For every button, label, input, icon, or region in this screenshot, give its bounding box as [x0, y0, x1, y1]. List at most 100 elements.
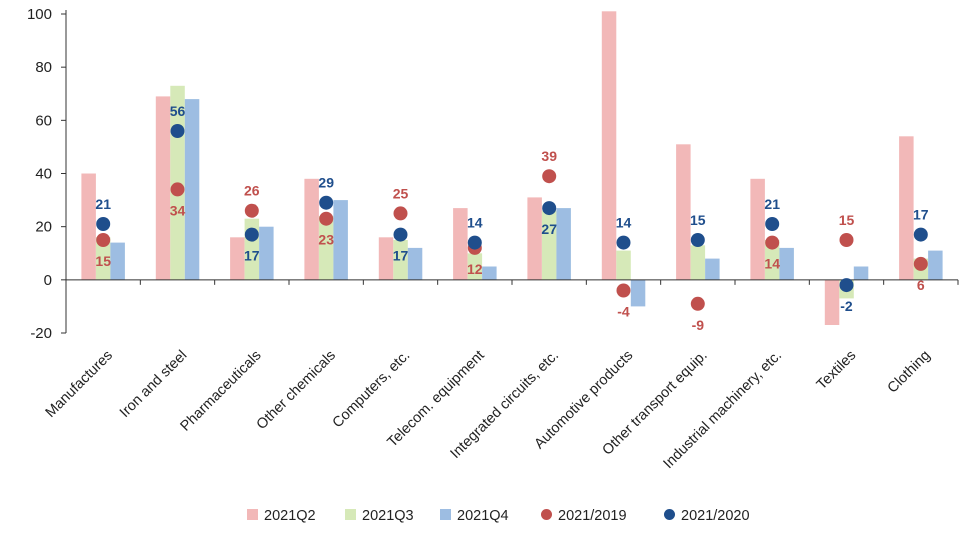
data-label-2021-2020: 27	[541, 221, 557, 237]
legend-swatch-2021-2019	[541, 509, 552, 520]
data-label-2021-2020: 17	[244, 248, 260, 264]
dot-2021-2020-pharmaceuticals	[244, 227, 259, 242]
dot-2021-2019-iron-and-steel	[170, 182, 185, 197]
legend-label-2021-2019: 2021/2019	[558, 508, 627, 524]
data-labels-layer: 15 34 26 23 25 12 39 -4 -9 14 15 6 21 56 17 29 17 14 27 14 1…	[95, 103, 928, 333]
data-label-2021-2020: 17	[393, 248, 409, 264]
data-label-2021-2020: 21	[95, 196, 111, 212]
dot-2021-2019-manufactures	[96, 233, 111, 247]
data-label-2021-2019: 25	[393, 185, 409, 201]
bar-2021q4-computers-etc	[407, 247, 423, 280]
axes-layer: -20 0 20 40 60 80 100	[27, 6, 959, 342]
data-label-2021-2020: 14	[467, 215, 483, 231]
legend-swatch-2021-2020	[664, 509, 675, 520]
bar-2021q4-pharmaceuticals	[259, 226, 274, 280]
bar-2021q2-computers-etc	[378, 237, 394, 280]
bar-2021q3-automotive-products	[616, 250, 631, 280]
data-label-2021-2019: 39	[541, 148, 557, 164]
bar-2021q4-automotive-products	[630, 279, 646, 307]
data-label-2021-2020: 15	[690, 212, 706, 228]
bar-2021q3-industrial-machinery-etc	[764, 240, 780, 280]
bar-2021q2-pharmaceuticals	[230, 237, 245, 280]
bar-2021q4-industrial-machinery-etc	[779, 247, 794, 280]
y-tick-label: 100	[27, 6, 52, 23]
data-label-2021-2020: 17	[913, 207, 929, 223]
category-label-industrial-machinery-etc: Industrial machinery, etc.	[661, 348, 786, 473]
dot-2021-2020-industrial-machinery-etc	[765, 217, 780, 231]
data-label-2021-2019: 15	[839, 212, 855, 228]
dot-2021-2019-other-transport-equip	[690, 296, 705, 311]
y-tick-label: 60	[35, 112, 52, 129]
category-label-other-chemicals: Other chemicals	[254, 348, 339, 433]
legend-label-2021q4: 2021Q4	[457, 508, 509, 524]
data-label-2021-2020: 21	[764, 196, 780, 212]
data-label-2021-2019: 6	[917, 277, 925, 293]
data-label-2021-2020: 56	[170, 103, 186, 119]
dot-2021-2020-other-chemicals	[319, 195, 334, 210]
dot-2021-2020-iron-and-steel	[170, 124, 185, 138]
bar-2021q4-other-chemicals	[333, 200, 348, 280]
data-label-2021-2020: -2	[840, 298, 853, 314]
bar-2021q2-other-chemicals	[304, 178, 319, 280]
dot-2021-2020-computers-etc	[393, 227, 408, 242]
bar-2021q3-integrated-circuits-etc	[541, 210, 557, 280]
bars-layer	[81, 11, 943, 325]
bar-2021q2-telecom-equipment	[453, 208, 468, 280]
dot-2021-2019-industrial-machinery-etc	[765, 235, 780, 250]
data-label-2021-2019: 15	[95, 253, 111, 269]
data-label-2021-2019: -4	[617, 304, 630, 320]
data-label-2021-2019: 34	[170, 202, 186, 218]
bar-2021q4-textiles	[853, 266, 869, 280]
y-tick-label: 20	[35, 219, 52, 236]
dot-2021-2020-other-transport-equip	[690, 233, 705, 247]
y-tick-label: -20	[30, 325, 52, 342]
legend-label-2021q2: 2021Q2	[264, 508, 316, 524]
bar-2021q2-automotive-products	[601, 11, 617, 280]
bar-2021q2-textiles	[824, 279, 840, 325]
bar-2021q4-iron-and-steel	[184, 99, 200, 280]
dot-2021-2019-integrated-circuits-etc	[542, 169, 557, 184]
bar-2021q4-integrated-circuits-etc	[556, 208, 571, 280]
dot-2021-2020-automotive-products	[616, 235, 631, 250]
legend-label-2021-2020: 2021/2020	[681, 508, 750, 524]
category-labels-layer: Manufactures Iron and steelPharmaceutical…	[43, 348, 934, 473]
y-tick-label: 80	[35, 59, 52, 76]
legend: 2021Q2 2021Q3 2021Q4 2021/2019 2021/2020	[247, 508, 750, 524]
data-label-2021-2020: 14	[616, 215, 632, 231]
dot-2021-2020-clothing	[913, 227, 928, 242]
dot-2021-2020-textiles	[839, 278, 854, 293]
data-label-2021-2019: 26	[244, 183, 260, 199]
legend-label-2021q3: 2021Q3	[362, 508, 414, 524]
bar-2021q3-manufactures	[95, 237, 111, 280]
bar-2021q3-telecom-equipment	[467, 253, 483, 280]
dot-2021-2020-integrated-circuits-etc	[542, 201, 557, 216]
dots-layer	[96, 124, 928, 311]
bar-2021q4-telecom-equipment	[482, 266, 497, 280]
y-tick-label: 0	[44, 272, 52, 289]
bar-2021q2-industrial-machinery-etc	[750, 178, 765, 280]
category-label-manufactures: Manufactures	[43, 348, 116, 421]
data-label-2021-2019: 14	[764, 256, 780, 272]
y-tick-label: 40	[35, 166, 52, 183]
dot-2021-2019-other-chemicals	[319, 211, 334, 226]
dot-2021-2019-automotive-products	[616, 283, 631, 298]
dot-2021-2019-clothing	[913, 256, 928, 271]
category-label-iron-and-steel: Iron and steel	[117, 348, 190, 421]
legend-swatch-2021q2	[247, 509, 258, 520]
bar-2021q3-other-chemicals	[318, 216, 334, 280]
data-label-2021-2019: 23	[318, 232, 334, 248]
bar-2021q2-iron-and-steel	[155, 96, 171, 280]
category-label-clothing: Clothing	[885, 348, 934, 397]
data-label-2021-2020: 29	[318, 175, 334, 191]
bar-2021q4-other-transport-equip	[705, 258, 720, 280]
data-label-2021-2019: 12	[467, 261, 483, 277]
dot-2021-2019-pharmaceuticals	[244, 203, 259, 218]
legend-swatch-2021q3	[345, 509, 356, 520]
bar-2021q2-other-transport-equip	[676, 144, 691, 280]
bar-2021q3-other-transport-equip	[690, 245, 706, 280]
bar-2021q2-clothing	[899, 136, 914, 280]
bar-2021q3-computers-etc	[393, 240, 408, 280]
bar-2021q4-clothing	[928, 250, 943, 280]
